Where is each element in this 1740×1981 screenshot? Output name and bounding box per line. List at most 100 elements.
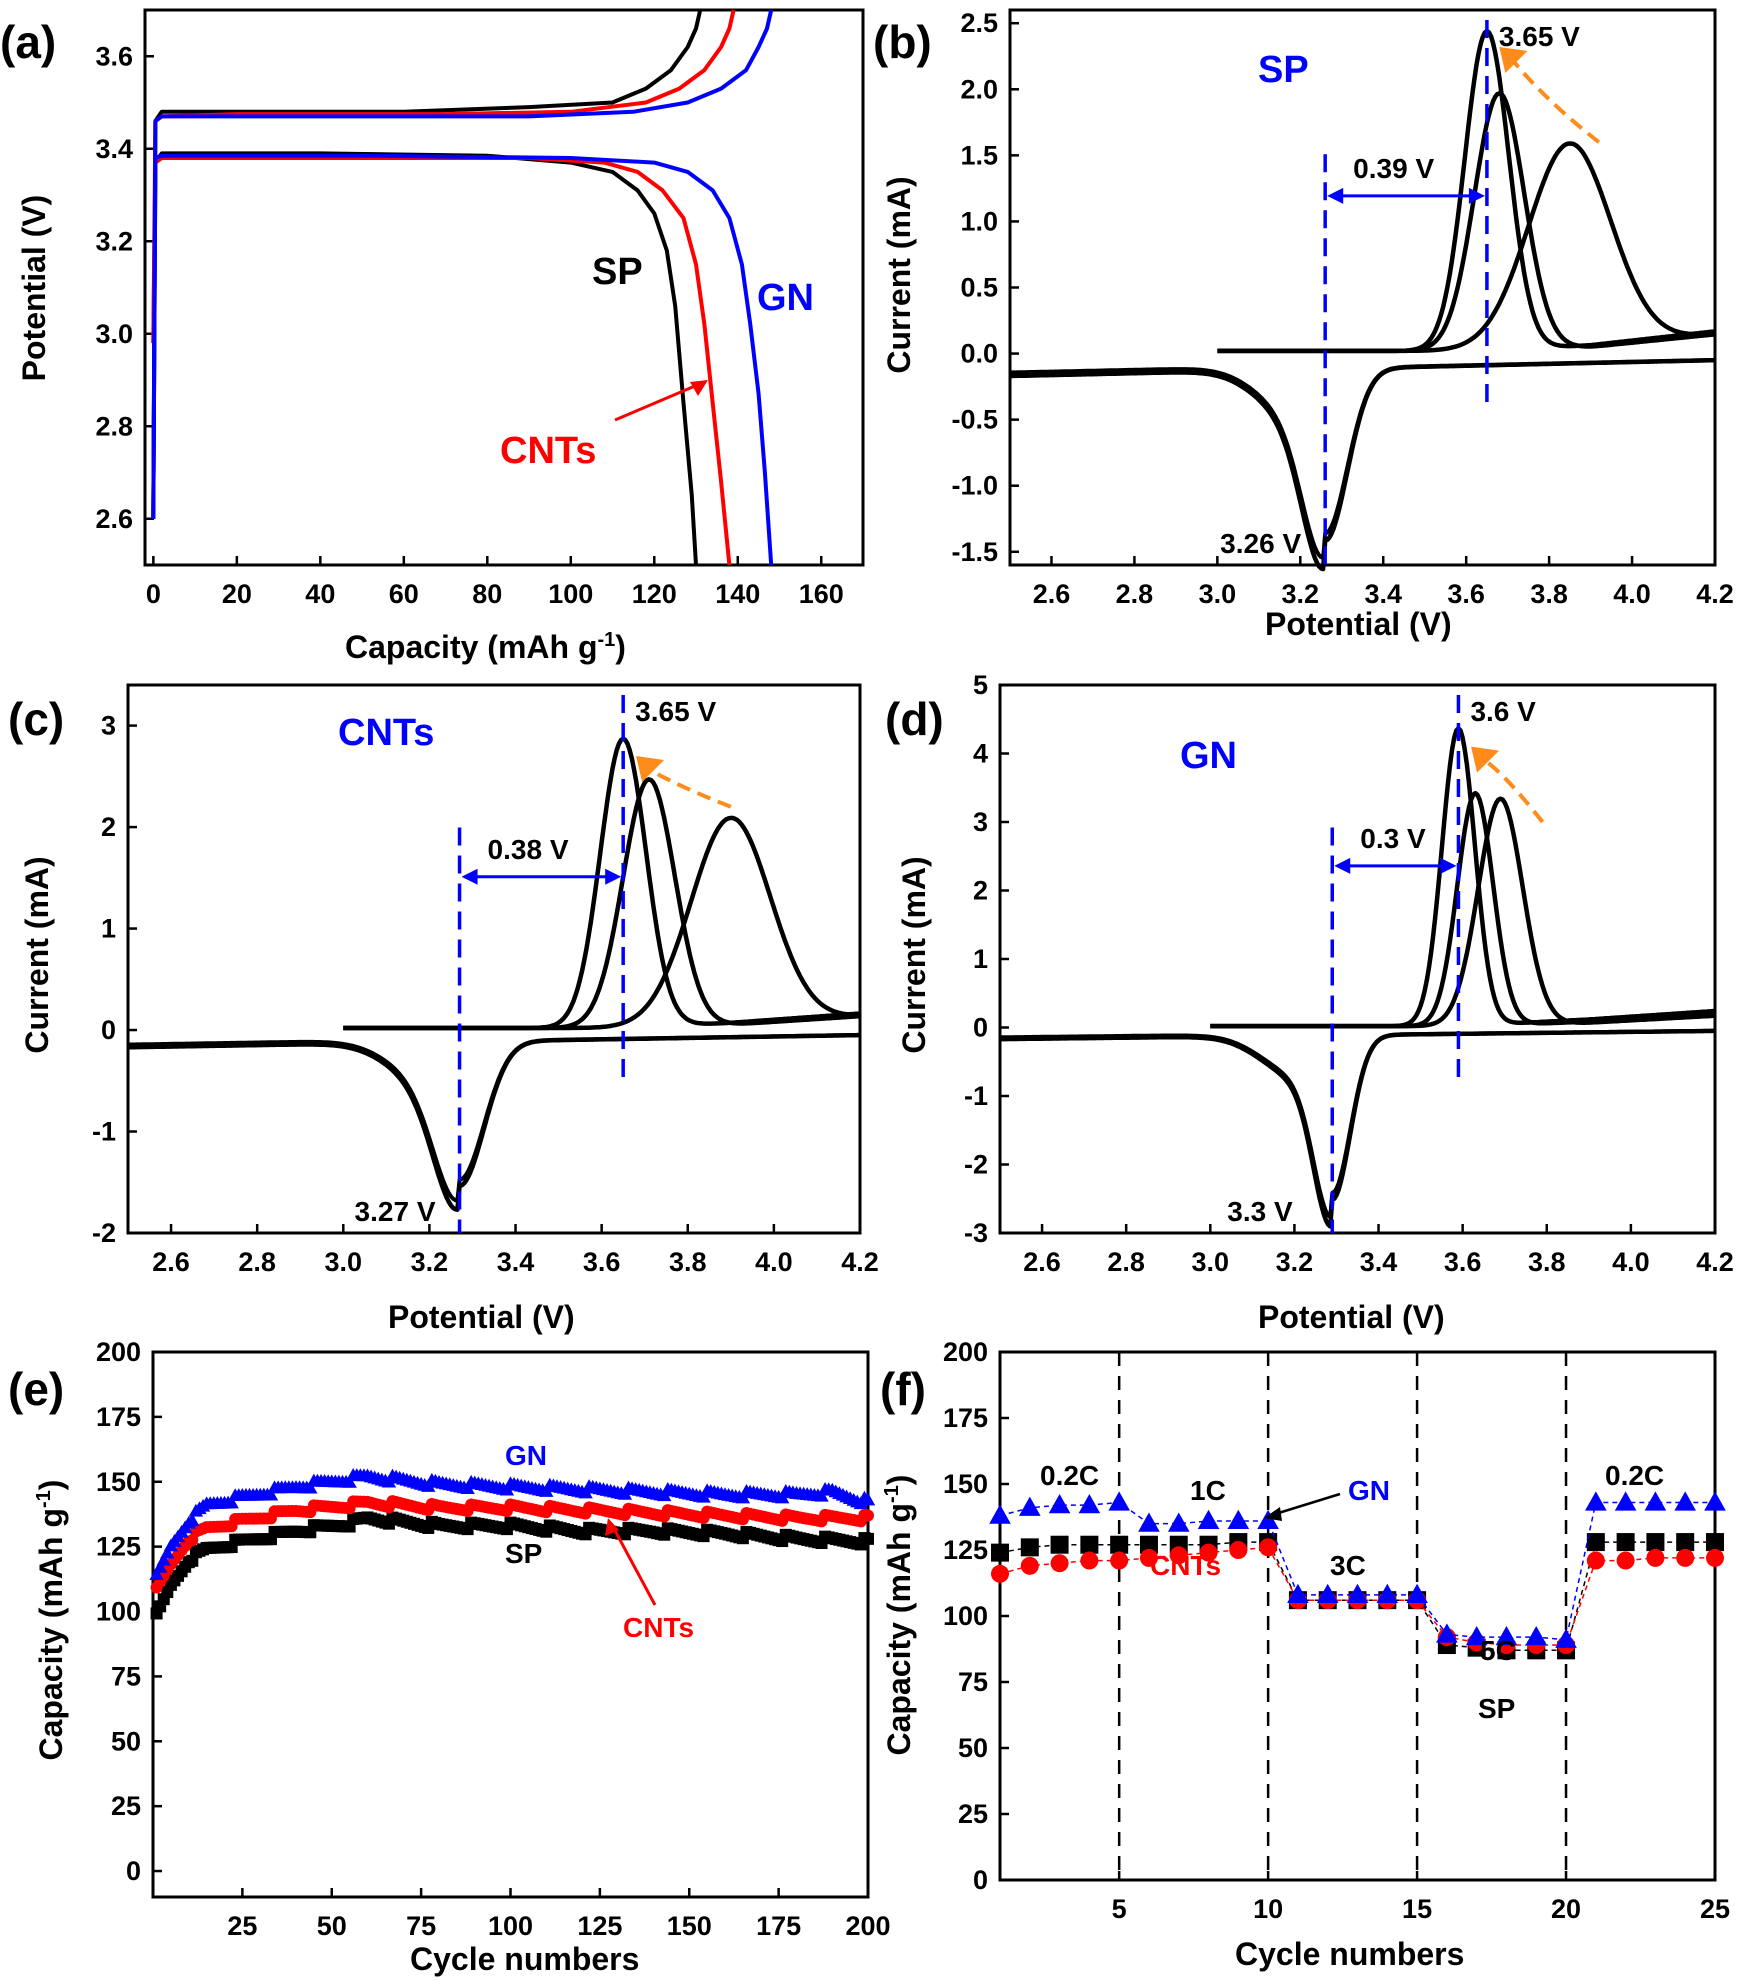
rate-point-gn <box>1018 1496 1041 1516</box>
rate-point-sp <box>1616 1533 1635 1552</box>
charge-curve-gn <box>151 9 774 519</box>
y-tick-label: 125 <box>943 1535 988 1565</box>
label-gn-a: GN <box>757 277 814 319</box>
plot-frame-e <box>151 1350 870 1899</box>
y-tick-label: 1.5 <box>960 140 998 170</box>
cathodic-sweep-2 <box>1009 357 1716 560</box>
rate-point-gn <box>1644 1491 1667 1511</box>
rate-point-cnts <box>1586 1551 1605 1570</box>
rate-point-gn <box>1525 1625 1548 1646</box>
y-tick-label: 1 <box>101 914 116 944</box>
x-tick-label: 3.2 <box>411 1247 449 1277</box>
rate-point-gn <box>1167 1512 1190 1532</box>
y-tick-label: 0 <box>973 1865 988 1895</box>
anodic-sweep-3 <box>343 815 861 1031</box>
anodic-sweep-2 <box>1210 790 1716 1029</box>
x-tick-label: 4.0 <box>1613 579 1651 609</box>
x-tick-label: 25 <box>1700 1894 1730 1924</box>
y-tick-label: 25 <box>111 1791 141 1821</box>
rate-point-sp <box>1020 1538 1039 1557</box>
rate-point-cnts <box>1616 1551 1635 1570</box>
x-tick-label: 4.2 <box>1696 1247 1734 1277</box>
rate-point-gn <box>1078 1493 1101 1514</box>
x-tick-label: 80 <box>472 579 502 609</box>
rate-label-4: 5C <box>1480 1635 1516 1666</box>
arrowhead-cnts-a <box>690 380 708 396</box>
x-tick-label: 10 <box>1253 1894 1283 1924</box>
rate-point-gn <box>1704 1491 1726 1511</box>
rate-point-gn <box>1555 1628 1577 1648</box>
rate-label-2: 1C <box>1190 1475 1226 1506</box>
axes-a: 0 20 40 60 80 100 120 140 160 2.6 2.8 3.0 3.2 3.4 3.6 <box>95 41 843 609</box>
y-tick-label: 100 <box>96 1597 141 1627</box>
x-tick-label: 3.6 <box>1447 579 1485 609</box>
rate-point-cnts <box>1080 1551 1099 1570</box>
rate-point-cnts <box>991 1564 1009 1583</box>
anodic-sweep-3 <box>1217 141 1716 354</box>
rate-point-gn <box>1436 1623 1458 1643</box>
x-tick-label: 100 <box>548 579 593 609</box>
y-tick-label: 150 <box>943 1469 988 1499</box>
y-axis-label-e: Capacity (mAh g-1) <box>33 1480 69 1761</box>
cycle-point-gn <box>224 1495 239 1509</box>
y-tick-label: 2 <box>973 876 988 906</box>
rate-point-cnts <box>1020 1556 1039 1575</box>
panel-label-d: (d) <box>885 693 944 745</box>
rate-point-gn <box>1585 1491 1607 1511</box>
y-tick-label: 2.0 <box>960 74 998 104</box>
rate-point-sp <box>1139 1535 1158 1554</box>
rate-point-sp <box>1676 1533 1695 1552</box>
arrow-gn-f <box>1271 1492 1341 1517</box>
separation-label: 0.38 V <box>488 834 569 865</box>
y-tick-label: -0.5 <box>951 405 998 435</box>
x-tick-label: 3.4 <box>1364 579 1402 609</box>
x-tick-label: 2.8 <box>1107 1247 1145 1277</box>
rate-point-sp <box>1110 1535 1129 1554</box>
y-tick-label: 4 <box>973 739 988 769</box>
axes-c: 2.6 2.8 3.0 3.2 3.4 3.6 3.8 4.0 4.2 -2 -1 0 1 2 3 <box>92 711 879 1277</box>
label-cnts-a: CNTs <box>500 430 596 472</box>
curves-b: 0.39 V 3.65 V 3.26 V <box>1009 20 1716 572</box>
rate-point-gn <box>1674 1491 1697 1511</box>
anodic-sweep-2 <box>343 777 861 1031</box>
y-tick-label: 3.4 <box>95 134 133 164</box>
sample-label-c: CNTs <box>338 712 434 754</box>
label-sp-f: SP <box>1478 1693 1515 1724</box>
separation-arrowhead-left <box>1327 187 1344 204</box>
x-tick-label: 3.6 <box>1444 1247 1482 1277</box>
separation-label: 0.39 V <box>1353 153 1434 184</box>
x-tick-label: 25 <box>227 1911 257 1941</box>
rate-point-cnts <box>1169 1546 1188 1565</box>
separation-label: 0.3 V <box>1360 823 1426 854</box>
y-tick-label: 2.5 <box>960 8 998 38</box>
curves-c: 0.38 V 3.65 V 3.27 V <box>127 695 861 1233</box>
rate-point-gn <box>1495 1625 1518 1646</box>
panel-e: (e) 25 50 75 100 125 150 175 200 0 25 50 75 100 125 15… <box>8 1337 891 1977</box>
rate-point-cnts <box>1646 1548 1665 1567</box>
y-tick-label: 5 <box>973 670 988 700</box>
y-tick-label: 3.0 <box>95 319 133 349</box>
cycle-point-gn <box>185 1513 200 1527</box>
rate-point-gn <box>989 1504 1011 1524</box>
cathodic-peak-label: 3.27 V <box>355 1196 436 1227</box>
y-tick-label: 25 <box>958 1799 988 1829</box>
x-tick-label: 20 <box>1551 1894 1581 1924</box>
y-tick-label: 2.8 <box>95 411 133 441</box>
axes-b: 2.6 2.8 3.0 3.2 3.4 3.6 3.8 4.0 4.2 -1.5 -1.0 -0.5 0… <box>951 8 1733 609</box>
x-tick-label: 2.6 <box>1033 579 1071 609</box>
x-tick-label: 120 <box>632 579 677 609</box>
y-axis-label-f: Capacity (mAh g-1) <box>881 1475 917 1756</box>
y-tick-label: 3.6 <box>95 41 133 71</box>
rate-point-gn <box>1257 1509 1279 1530</box>
x-tick-label: 15 <box>1402 1894 1432 1924</box>
sample-label-d: GN <box>1180 735 1237 777</box>
rate-point-gn <box>1287 1583 1309 1603</box>
separation-arrowhead-left <box>1334 857 1351 874</box>
curves-e <box>149 1467 876 1620</box>
x-tick-label: 2.6 <box>152 1247 190 1277</box>
y-axis-label-a: Potential (V) <box>16 195 52 382</box>
x-tick-label: 4.2 <box>1696 579 1734 609</box>
trend-arrow <box>649 768 732 809</box>
y-tick-label: 3 <box>101 711 116 741</box>
rate-point-sp <box>1586 1533 1605 1552</box>
